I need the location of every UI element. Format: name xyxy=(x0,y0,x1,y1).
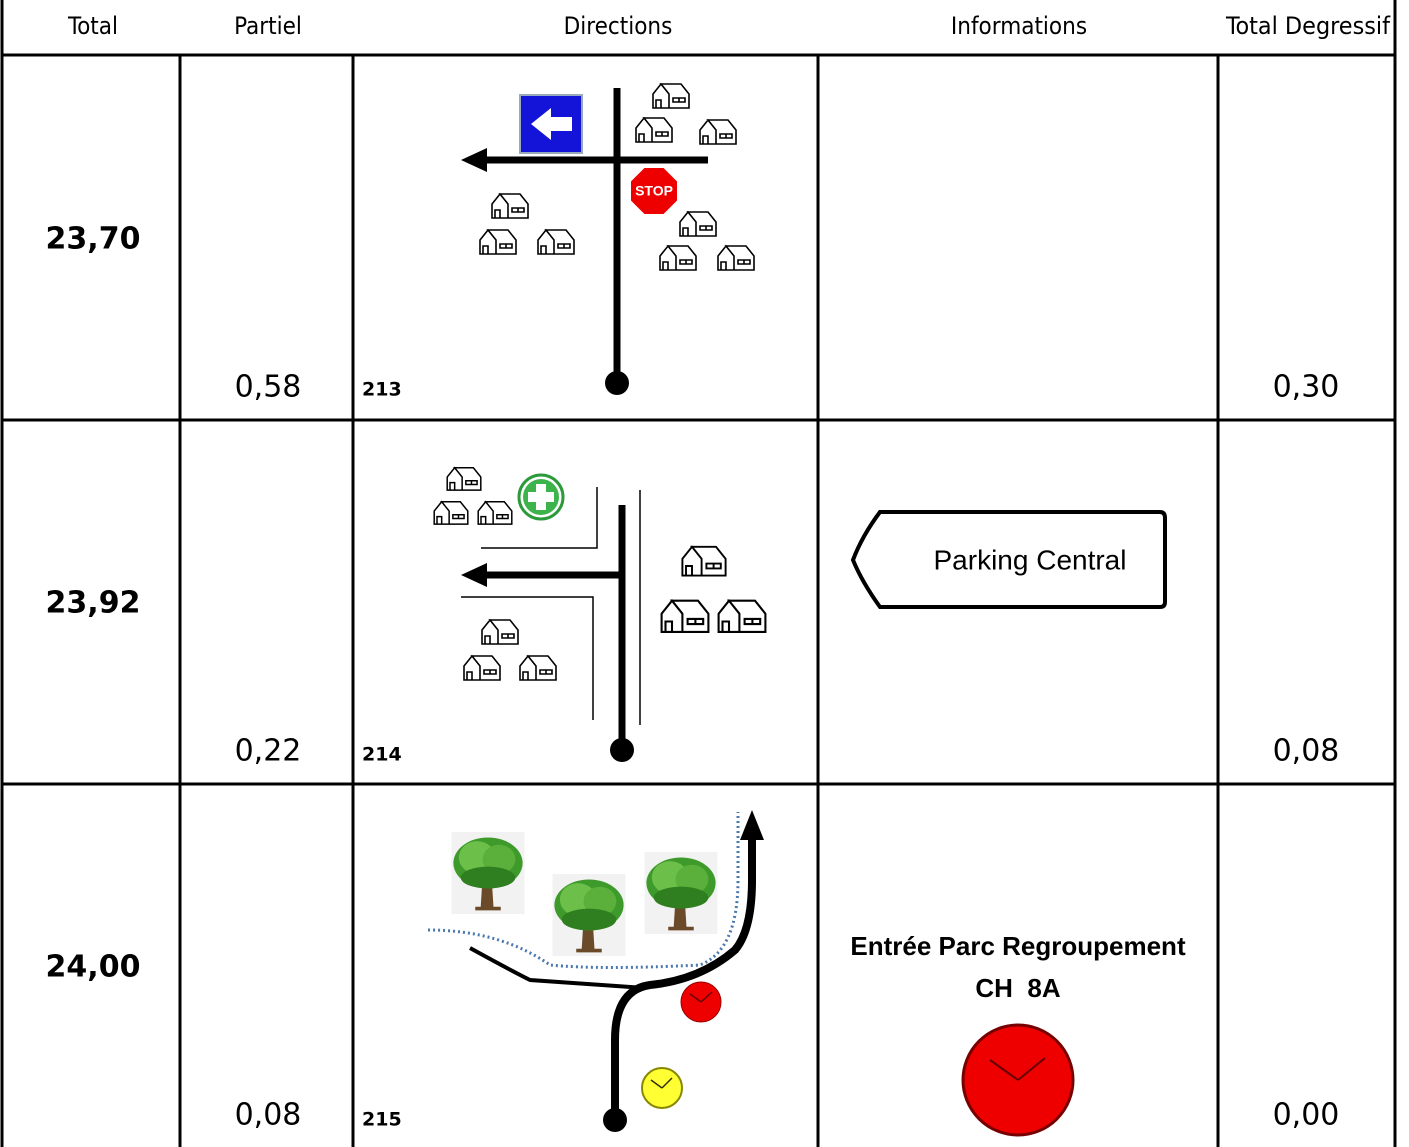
info-text: Entrée Parc Regroupement xyxy=(850,931,1186,961)
icon xyxy=(433,500,469,525)
clock-icon xyxy=(961,1023,1075,1137)
shape xyxy=(650,1077,673,1089)
shape xyxy=(603,1108,627,1132)
degressif: 0,08 xyxy=(1273,734,1340,769)
shape xyxy=(461,563,487,587)
header-cell: Partiel xyxy=(234,12,302,40)
header-cell: Total Degressif xyxy=(1225,12,1391,40)
icon xyxy=(462,654,502,682)
icon xyxy=(635,117,673,143)
shape xyxy=(531,108,572,140)
degressif: 0,00 xyxy=(1273,1098,1340,1133)
total: 23,92 xyxy=(46,586,141,621)
step-number: 214 xyxy=(362,744,402,766)
partiel: 0,22 xyxy=(235,734,302,769)
info-text: Parking Central xyxy=(934,544,1127,575)
shape xyxy=(850,510,1167,609)
header-cell: Total xyxy=(67,12,118,40)
header-cell: Directions xyxy=(564,12,673,40)
step-number: 213 xyxy=(362,379,402,401)
icon xyxy=(658,244,698,272)
icon xyxy=(477,500,513,525)
icon xyxy=(478,228,518,256)
info-text: CH 8A xyxy=(975,973,1060,1003)
icon xyxy=(716,244,756,272)
shape xyxy=(461,487,641,725)
icon xyxy=(491,193,529,219)
shape xyxy=(610,738,634,762)
icon xyxy=(660,599,710,633)
total: 23,70 xyxy=(46,222,141,257)
shape xyxy=(611,835,756,1120)
shape xyxy=(740,810,764,840)
degressif: 0,30 xyxy=(1273,370,1340,405)
shape xyxy=(605,371,629,395)
step-number: 215 xyxy=(362,1109,402,1131)
direction-diagram xyxy=(433,466,767,762)
icon xyxy=(652,83,690,109)
shape xyxy=(528,484,554,510)
icon xyxy=(644,852,718,934)
shape xyxy=(689,991,713,1003)
icon xyxy=(681,545,727,577)
shape xyxy=(427,812,740,969)
direction-diagram xyxy=(427,810,764,1132)
shape xyxy=(469,946,646,990)
icon xyxy=(536,228,576,256)
total: 24,00 xyxy=(46,950,141,985)
icon xyxy=(446,466,482,491)
shape: STOP xyxy=(635,183,673,199)
header-cell: Informations xyxy=(951,12,1087,40)
icon xyxy=(480,618,520,646)
icon xyxy=(451,832,525,914)
icon xyxy=(678,210,718,238)
icon xyxy=(552,874,626,956)
icon xyxy=(699,119,737,145)
partiel: 0,08 xyxy=(235,1098,302,1133)
info-sign: Parking Central xyxy=(850,510,1167,609)
icon xyxy=(717,599,767,633)
partiel: 0,58 xyxy=(235,370,302,405)
icon xyxy=(518,654,558,682)
shape xyxy=(989,1057,1046,1081)
shape xyxy=(629,166,679,216)
shape xyxy=(461,148,487,172)
direction-diagram: STOP xyxy=(461,83,756,395)
